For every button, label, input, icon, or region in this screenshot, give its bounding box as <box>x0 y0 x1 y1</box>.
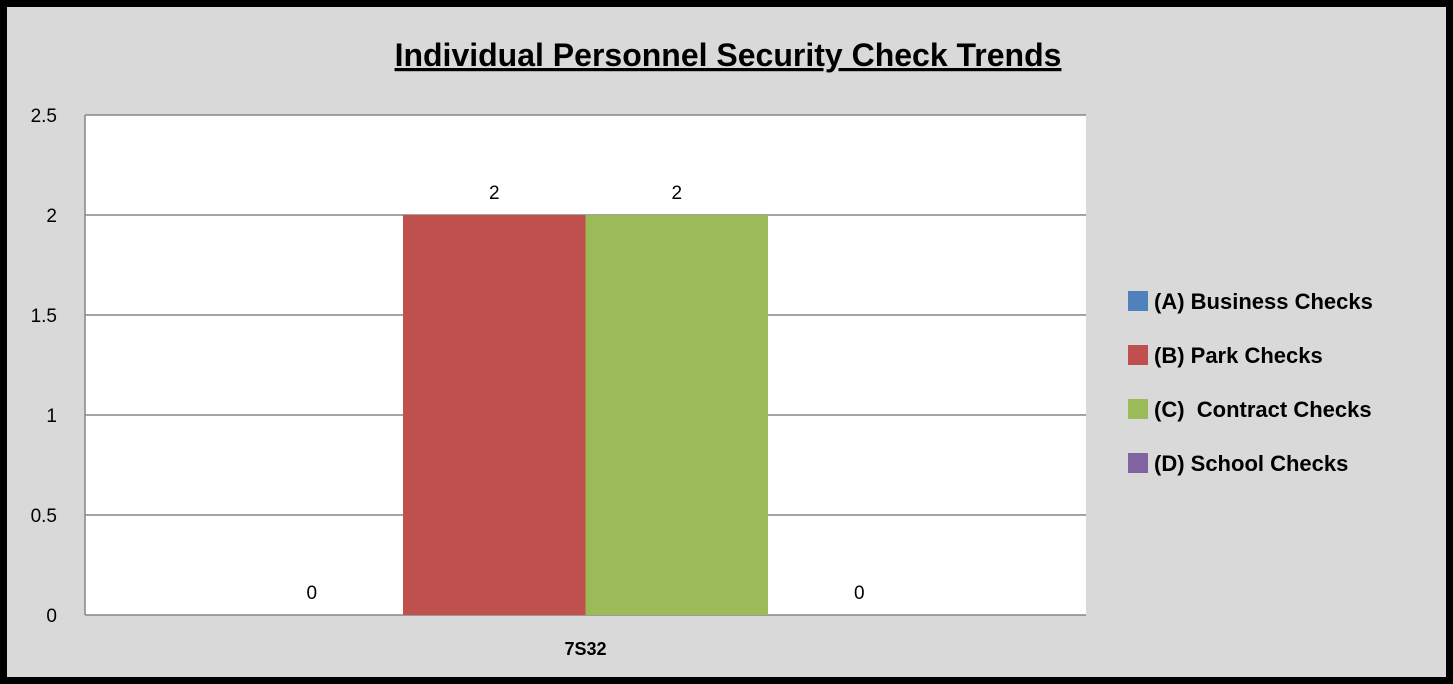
legend-label: (B) Park Checks <box>1154 343 1323 368</box>
y-tick-label: 0.5 <box>31 506 57 527</box>
data-label: 0 <box>854 583 865 604</box>
chart-title: Individual Personnel Security Check Tren… <box>395 37 1062 73</box>
x-axis-labels: 7S32 <box>564 639 606 659</box>
data-label: 0 <box>306 583 317 604</box>
y-tick-label: 0 <box>46 606 57 627</box>
y-tick-label: 1.5 <box>31 306 57 327</box>
y-tick-label: 2 <box>46 206 57 227</box>
legend-swatch <box>1128 345 1148 365</box>
legend-label: (C) Contract Checks <box>1154 397 1372 422</box>
legend-label: (A) Business Checks <box>1154 289 1373 314</box>
legend-swatch <box>1128 453 1148 473</box>
legend-item: (C) Contract Checks <box>1128 397 1372 422</box>
data-label: 2 <box>489 183 500 204</box>
legend: (A) Business Checks (B) Park Checks (C) Co… <box>1128 289 1373 476</box>
legend-swatch <box>1128 291 1148 311</box>
legend-swatch <box>1128 399 1148 419</box>
bars <box>403 215 768 615</box>
legend-label: (D) School Checks <box>1154 451 1348 476</box>
bar <box>585 215 768 615</box>
x-tick-label: 7S32 <box>564 639 606 659</box>
data-label: 2 <box>671 183 682 204</box>
legend-item: (B) Park Checks <box>1128 343 1323 368</box>
legend-item: (D) School Checks <box>1128 451 1348 476</box>
y-tick-label: 2.5 <box>31 106 57 127</box>
y-axis-ticks: 0 0.5 1 1.5 2 2.5 <box>31 106 57 627</box>
bar <box>403 215 586 615</box>
y-tick-label: 1 <box>46 406 57 427</box>
legend-item: (A) Business Checks <box>1128 289 1373 314</box>
data-labels: 0 2 2 0 <box>306 183 864 604</box>
